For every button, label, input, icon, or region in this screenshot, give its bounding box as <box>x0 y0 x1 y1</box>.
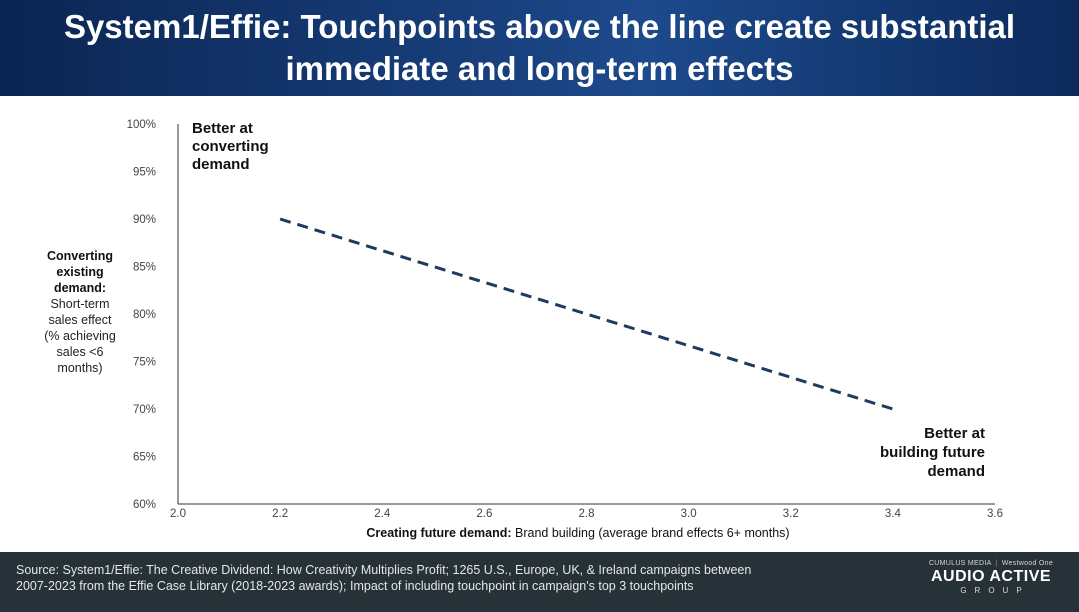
y-tick-label: 65% <box>133 452 156 464</box>
y-tick-label: 75% <box>133 357 156 369</box>
source-note: Source: System1/Effie: The Creative Divi… <box>16 563 896 594</box>
audio-active-group-logo: CUMULUS MEDIA | Westwood One AUDIO ACTIVE … <box>921 560 1061 596</box>
x-tick-label: 2.0 <box>170 508 186 520</box>
y-axis-label-line: (% achieving <box>44 329 116 343</box>
x-tick-label: 3.0 <box>681 508 697 520</box>
y-axis-label-line: Converting <box>47 249 113 263</box>
annotation-line: Better at <box>924 425 985 442</box>
source-line-1: Source: System1/Effie: The Creative Divi… <box>16 563 752 577</box>
y-axis-label-line: months) <box>57 361 102 375</box>
source-footer: Source: System1/Effie: The Creative Divi… <box>0 552 1079 612</box>
logo-wordmark: AUDIO ACTIVE <box>930 568 1052 585</box>
chart-axes <box>177 124 995 505</box>
slide-title: System1/Effie: Touchpoints above the lin… <box>10 6 1069 90</box>
westwood-one-logo: Westwood One <box>1001 560 1054 567</box>
x-axis-label-bold: Creating future demand: <box>366 526 511 540</box>
y-tick-labels: 60% 65% 70% 75% 80% 85% 90% 95% 100% <box>127 119 156 511</box>
source-line-2: 2007-2023 from the Effie Case Library (2… <box>16 578 694 593</box>
x-tick-label: 3.6 <box>987 508 1003 520</box>
y-axis-label-line: sales effect <box>48 313 112 327</box>
title-line-1: System1/Effie: Touchpoints above the lin… <box>63 8 1016 45</box>
y-tick-label: 95% <box>133 167 156 179</box>
annotation-line: demand <box>192 156 250 173</box>
x-tick-label: 2.8 <box>579 508 595 520</box>
annotation-bottom-right: Better at building future demand <box>880 425 985 480</box>
chart-series <box>279 217 894 411</box>
annotation-line: demand <box>927 463 985 480</box>
x-tick-label: 2.6 <box>476 508 492 520</box>
x-axis-label: Creating future demand: Brand building (… <box>366 526 789 540</box>
x-tick-label: 2.4 <box>374 508 391 520</box>
y-axis-label: Converting existing demand: Short-term sales… <box>44 249 116 375</box>
trend-line-dashed <box>279 217 894 411</box>
partner-logos: CUMULUS MEDIA | Westwood One <box>928 560 1054 567</box>
y-tick-label: 70% <box>133 404 156 416</box>
x-tick-label: 3.2 <box>783 508 799 520</box>
y-axis-label-line: demand: <box>54 281 106 295</box>
title-banner: System1/Effie: Touchpoints above the lin… <box>0 0 1079 96</box>
line-chart: 60%65%70%75%80%85%90%95%100% 2.0 2.2 2.4 2.… <box>44 119 1003 540</box>
title-line-2: immediate and long-term effects <box>285 50 794 87</box>
y-tick-label: 85% <box>133 262 156 274</box>
y-axis-label-line: sales <6 <box>57 345 104 359</box>
x-tick-label: 3.4 <box>885 508 902 520</box>
y-tick-label: 100% <box>127 119 156 131</box>
y-tick-label: 60% <box>133 499 156 511</box>
annotation-line: converting <box>192 138 269 155</box>
annotation-line: Better at <box>192 120 253 137</box>
logo-subtitle: GROUP <box>960 586 1030 595</box>
y-axis-label-line: Short-term <box>50 297 109 311</box>
x-axis-label-rest: Brand building (average brand effects 6+… <box>512 526 790 540</box>
annotation-line: building future <box>880 444 985 461</box>
cumulus-media-logo: CUMULUS MEDIA <box>928 560 992 567</box>
y-tick-label: 80% <box>133 309 156 321</box>
x-tick-label: 2.2 <box>272 508 288 520</box>
y-tick-label: 90% <box>133 214 156 226</box>
x-tick-labels: 2.0 2.2 2.4 2.6 2.8 3.0 3.2 3.4 3.6 <box>170 508 1003 520</box>
y-axis-label-line: existing <box>56 265 103 279</box>
